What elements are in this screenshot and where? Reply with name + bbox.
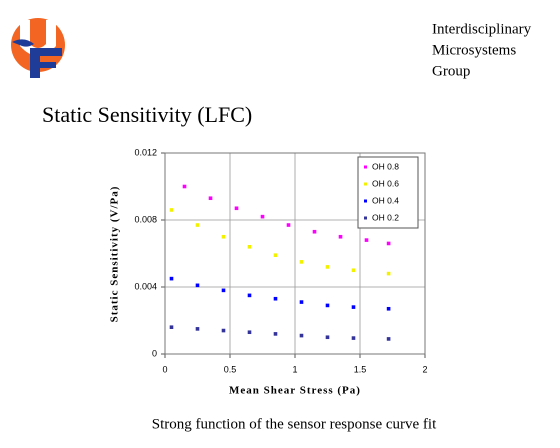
legend-box <box>357 156 419 229</box>
y-tick-label: 0.012 <box>134 147 157 157</box>
point <box>247 245 252 249</box>
point <box>247 330 252 335</box>
point <box>351 268 356 273</box>
point <box>299 333 304 338</box>
plot-frame <box>164 152 426 355</box>
legend-marker <box>364 165 367 169</box>
point <box>195 283 200 288</box>
x-tick-label: 0 <box>162 364 167 374</box>
caption: Strong function of the sensor response c… <box>152 416 437 432</box>
point <box>299 260 304 264</box>
x-tick-label: 2 <box>422 364 427 374</box>
point <box>338 234 343 239</box>
point <box>169 325 174 329</box>
legend-label: OH 0.2 <box>372 212 399 222</box>
point <box>195 223 200 227</box>
legend-marker <box>364 216 367 220</box>
legend-marker <box>364 199 367 203</box>
header-line: Interdisciplinary <box>432 21 532 37</box>
legend-label: OH 0.6 <box>372 178 399 188</box>
point <box>208 196 213 201</box>
y-tick-label: 0.004 <box>134 281 157 291</box>
point <box>182 184 187 189</box>
point <box>260 214 265 219</box>
point <box>169 208 174 212</box>
point <box>325 335 330 340</box>
point <box>386 306 391 311</box>
x-tick-label: 1.5 <box>354 364 367 374</box>
point <box>221 234 226 239</box>
point <box>351 336 356 340</box>
x-tick-label: 1 <box>292 364 297 374</box>
logo-u <box>20 20 56 56</box>
y-tick-label: 0.008 <box>134 214 157 224</box>
header-line: Microsystems <box>432 42 516 58</box>
point <box>247 293 252 298</box>
point <box>386 271 391 276</box>
legend-label: OH 0.4 <box>372 195 399 205</box>
point <box>364 238 369 242</box>
point <box>299 300 304 304</box>
logo <box>11 18 65 78</box>
logo-f <box>30 48 62 78</box>
point <box>195 327 200 331</box>
point <box>169 276 174 281</box>
logo-gator <box>12 39 34 47</box>
point <box>325 303 330 308</box>
legend-label: OH 0.8 <box>372 161 399 171</box>
point <box>386 337 391 341</box>
point <box>325 265 330 269</box>
point <box>286 223 291 227</box>
point <box>234 206 239 211</box>
point <box>273 253 278 257</box>
point <box>351 305 356 309</box>
header-line: Group <box>432 63 470 79</box>
point <box>221 288 226 293</box>
legend-marker <box>364 182 367 186</box>
point <box>273 332 278 336</box>
y-tick-label: 0 <box>152 348 157 358</box>
point <box>273 296 278 301</box>
x-tick-label: 0.5 <box>224 364 237 374</box>
y-axis-label: Static Sensitivity (V/Pa) <box>109 186 121 323</box>
point <box>221 328 226 333</box>
slide-title: Static Sensitivity (LFC) <box>42 102 252 127</box>
point <box>312 229 317 234</box>
point <box>386 241 391 246</box>
x-axis-label: Mean Shear Stress (Pa) <box>229 385 361 397</box>
